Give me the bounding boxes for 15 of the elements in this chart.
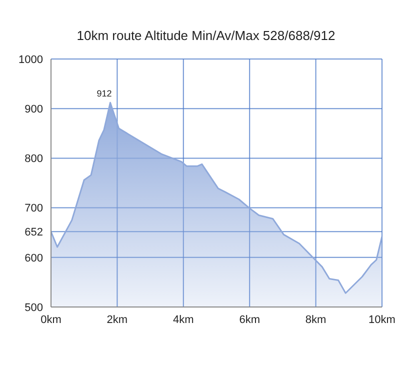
y-tick-label: 1000 [18,54,43,66]
y-tick-label: 800 [24,153,43,166]
x-tick-label: 6km [239,314,260,326]
y-tick-label: 600 [24,252,43,264]
y-tick-label: 900 [24,104,43,116]
x-tick-label: 0km [40,314,62,326]
x-tick-label: 8km [305,314,326,326]
chart-title: 10km route Altitude Min/Av/Max 528/688/912 [76,28,336,43]
x-tick-label: 10km [368,314,396,326]
y-tick-label: 500 [24,302,43,314]
annotation: 912 [96,88,112,99]
y-tick-label: 700 [24,202,43,215]
x-tick-label: 4km [173,314,194,326]
x-tick-label: 2km [106,314,128,326]
y-tick-label: 652 [24,226,43,239]
